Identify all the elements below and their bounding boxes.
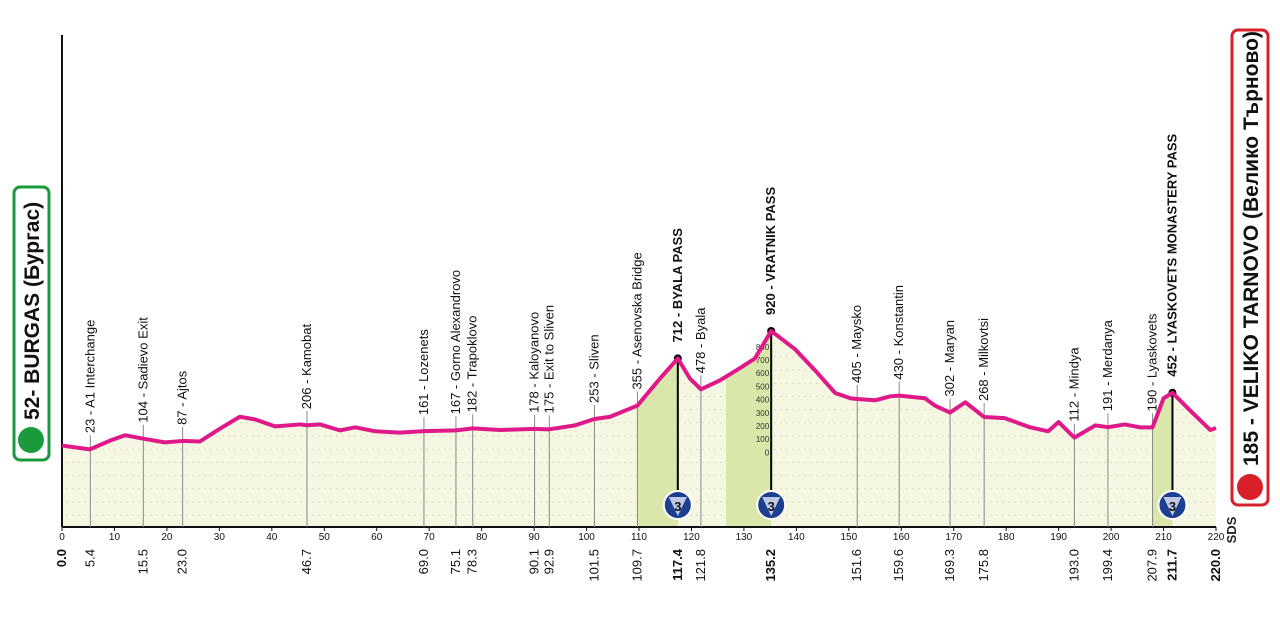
km-label: 90.1: [527, 549, 542, 574]
y-tick-label: 0: [765, 448, 770, 457]
km-label: 23.0: [175, 549, 190, 574]
x-tick-label: 120: [683, 532, 700, 543]
x-tick-label: 140: [788, 532, 805, 543]
x-tick-label: 100: [578, 532, 595, 543]
start-box: [12, 185, 51, 462]
landmark-label: 112 - Mindya: [1066, 347, 1081, 422]
x-tick-label: 130: [736, 532, 753, 543]
km-label: 175.8: [976, 549, 991, 582]
landmark-label: 355 - Asenovska Bridge: [629, 252, 644, 389]
plot: 0 10 20 30 40 50 60 70 80 90 100 110 120 130 140 150 160…: [54, 35, 1225, 582]
climb-category: 3: [768, 499, 775, 514]
landmark-label: 712 - BYALA PASS: [670, 228, 685, 343]
landmark-label: 178 - Kaloyanovo: [527, 312, 542, 413]
y-tick-label: 100: [756, 435, 770, 444]
km-label: 5.4: [82, 549, 97, 567]
climb-category: 3: [674, 499, 681, 514]
km-label: 75.1: [448, 549, 463, 574]
climb-badge-triangle: [1163, 497, 1182, 516]
x-tick-label: 190: [1050, 532, 1067, 543]
km-label: 199.4: [1100, 549, 1115, 582]
km-label: 220.0: [1208, 549, 1223, 582]
x-tick-label: 150: [840, 532, 857, 543]
start-label: 52- BURGAS (Бургас): [21, 202, 44, 420]
km-label: 121.8: [693, 549, 708, 582]
km-label: 78.3: [465, 549, 480, 574]
climb-badge-triangle: [668, 497, 687, 516]
landmark-label: 302 - Maryan: [942, 320, 957, 397]
x-tick-label: 80: [476, 532, 488, 543]
x-tick-label: 60: [371, 532, 383, 543]
climb-area: [637, 358, 678, 527]
x-tick-label: 40: [266, 532, 278, 543]
x-tick-label: 30: [214, 532, 226, 543]
km-label: 109.7: [629, 549, 644, 582]
landmark-label: 175 - Exit to Sliven: [541, 305, 556, 413]
landmark-label: 23 - A1 Interchange: [82, 320, 97, 433]
y-tick-label: 600: [756, 369, 770, 378]
profile-line: [61, 328, 1217, 452]
km-label: 207.9: [1145, 549, 1160, 582]
landmark-label: 161 - Lozenets: [416, 329, 431, 416]
x-tick-label: 170: [945, 532, 962, 543]
y-tick-label: 400: [756, 396, 770, 405]
y-tick-label: 300: [756, 409, 770, 418]
km-label: 135.2: [763, 549, 778, 582]
climb-badge-triangle: [762, 497, 781, 516]
landmark-label: 253 - Sliven: [586, 334, 601, 403]
landmark-label: 87 - Ajtos: [175, 370, 190, 425]
x-tick-label: 200: [1103, 532, 1120, 543]
landmark-label: 182 - Trapoklovo: [465, 316, 480, 413]
km-label: 193.0: [1066, 549, 1081, 582]
landmark-label: 104 - Sadievo Exit: [135, 317, 150, 423]
landmark-label: 206 - Kamobat: [299, 324, 314, 410]
x-tick-label: 0: [59, 532, 65, 543]
x-tick-label: 70: [424, 532, 436, 543]
x-tick-label: 220: [1208, 532, 1225, 543]
landmark-label: 452 - LYASKOVETS MONASTERY PASS: [1164, 133, 1179, 376]
finish-badge: 185 - VELIKO TARNOVO (Велико Търново): [1230, 28, 1270, 507]
landmark-label: 430 - Konstantin: [891, 285, 906, 380]
y-tick-label: 700: [756, 356, 770, 365]
km-label: 0.0: [54, 549, 69, 567]
x-tick-label: 10: [109, 532, 121, 543]
climb-area: [726, 330, 772, 527]
x-tick-label: 160: [893, 532, 910, 543]
km-label: 151.6: [849, 549, 864, 582]
landmark-label: 191 - Merdanya: [1100, 319, 1115, 411]
km-label: 117.4: [670, 548, 685, 581]
km-label: 92.9: [541, 549, 556, 574]
x-tick-label: 20: [161, 532, 173, 543]
km-label: 169.3: [942, 549, 957, 582]
y-tick-label: 500: [756, 382, 770, 391]
landmark-label: 920 - VRATNIK PASS: [763, 187, 778, 315]
y-tick-label: 200: [756, 422, 770, 431]
km-label: 69.0: [416, 549, 431, 574]
x-tick-label: 90: [529, 532, 541, 543]
x-tick-label: 110: [631, 532, 647, 543]
landmark-label: 268 - Milkovtsi: [976, 318, 991, 401]
x-tick-label: 50: [319, 532, 331, 543]
km-label: 101.5: [586, 549, 601, 582]
finish-label: 185 - VELIKO TARNOVO (Велико Търново): [1240, 31, 1263, 466]
start-badge: 52- BURGAS (Бургас): [12, 185, 51, 462]
finish-icon: [1237, 474, 1263, 500]
x-tick-label: 210: [1155, 532, 1172, 543]
km-label: 211.7: [1164, 549, 1179, 581]
landmark-label: 405 - Maysko: [849, 305, 864, 383]
logo: SDS: [1224, 516, 1239, 543]
landmark-label: 167 - Gorno Alexandrovo: [448, 270, 463, 415]
km-label: 159.6: [891, 549, 906, 582]
km-label: 15.5: [135, 549, 150, 574]
climb-category: 3: [1169, 499, 1176, 514]
landmark-label: 190 - Lyaskovets: [1145, 313, 1160, 411]
x-tick-label: 180: [998, 532, 1015, 543]
km-label: 46.7: [299, 549, 314, 574]
landmark-label: 478 - Byala: [693, 307, 708, 374]
start-icon: [18, 427, 44, 453]
finish-box: [1230, 28, 1270, 507]
